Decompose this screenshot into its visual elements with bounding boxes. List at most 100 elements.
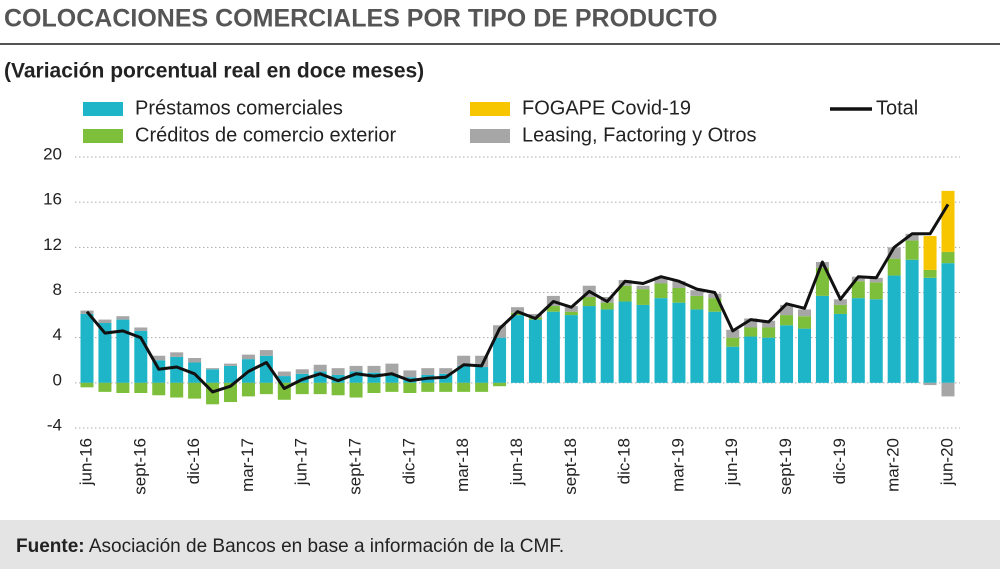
bar-segment — [851, 298, 865, 383]
bar-segment — [887, 258, 901, 276]
bar-segment — [690, 295, 704, 310]
bar-segment — [493, 382, 507, 387]
bar-segment — [564, 306, 578, 312]
source-text: Asociación de Bancos en base a informaci… — [89, 536, 564, 557]
y-tick-label: 12 — [43, 235, 62, 254]
bar-segment — [726, 337, 740, 347]
bar-segment — [313, 382, 327, 395]
bar-segment — [331, 374, 345, 383]
bar-segment — [439, 368, 453, 374]
bar-segment — [277, 376, 291, 383]
bar-segment — [887, 247, 901, 259]
bar-segment — [654, 276, 668, 284]
bar-segment — [654, 283, 668, 299]
legend-label: Préstamos comerciales — [135, 97, 343, 119]
bar-segment — [941, 263, 955, 383]
bar-segment — [869, 277, 883, 283]
bar-segment — [385, 363, 399, 374]
bar-segment — [206, 369, 220, 383]
chart-subtitle: (Variación porcentual real en doce meses… — [4, 60, 424, 83]
bar-segment — [152, 355, 166, 361]
bar-segment — [923, 236, 937, 270]
bar-segment — [511, 307, 524, 313]
bar-segment — [690, 290, 704, 296]
source: Fuente: Asociación de Bancos en base a i… — [16, 536, 564, 557]
x-tick-label: jun-17 — [292, 438, 311, 486]
bar-segment — [618, 285, 632, 302]
bar-segment — [923, 277, 937, 383]
bar-segment — [98, 322, 112, 383]
bar-segment — [815, 267, 829, 296]
bar-segment — [457, 355, 471, 366]
bar-segment — [116, 382, 130, 393]
bar-segment — [170, 356, 184, 383]
bar-segment — [116, 316, 130, 320]
bar-segment — [385, 382, 399, 392]
bar-segment — [98, 382, 112, 392]
bar-segment — [798, 328, 811, 383]
x-tick-label: mar-17 — [238, 438, 257, 492]
bar-segment — [116, 319, 130, 383]
bar-segment — [475, 382, 489, 392]
bar-segment — [170, 382, 184, 398]
bar-segment — [224, 363, 237, 366]
bar-segment — [188, 357, 202, 363]
bar-segment — [672, 287, 686, 303]
bar-segment — [780, 325, 794, 383]
bar-segment — [762, 320, 776, 328]
legend-swatch — [470, 102, 510, 116]
bar-segment — [367, 365, 381, 373]
bar-segment — [152, 382, 166, 396]
bar-segment — [349, 371, 363, 383]
bar-segment — [582, 297, 596, 307]
x-tick-label: dic-16 — [184, 438, 203, 484]
bar-segment — [475, 367, 489, 383]
bar-segment — [457, 382, 471, 392]
legend-label: Total — [876, 97, 918, 119]
x-tick-label: dic-18 — [615, 438, 634, 484]
bar-segment — [833, 304, 847, 314]
legend-swatch — [470, 129, 510, 143]
bar-segment — [511, 312, 524, 316]
bar-segment — [367, 382, 381, 393]
x-tick-label: jun-20 — [937, 438, 956, 486]
legend-swatch — [83, 102, 123, 116]
bar-segment — [546, 311, 560, 383]
bar-segment — [941, 190, 955, 252]
x-tick-label: sept-17 — [346, 438, 365, 495]
bar-segment — [511, 315, 524, 383]
y-tick-label: 8 — [53, 280, 62, 299]
bar-segment — [439, 382, 453, 392]
bar-segment — [923, 269, 937, 278]
bar-segment — [457, 365, 471, 383]
bar-segment — [941, 382, 955, 397]
bar-segment — [241, 382, 255, 397]
bar-segment — [672, 302, 686, 383]
chart-title: COLOCACIONES COMERCIALES POR TIPO DE PRO… — [4, 5, 717, 33]
x-tick-label: dic-19 — [830, 438, 849, 484]
bar-segment — [726, 329, 740, 338]
bar-segment — [762, 337, 776, 383]
bar-segment — [582, 306, 596, 383]
bar-segment — [134, 327, 148, 331]
x-tick-label: sept-18 — [561, 438, 580, 495]
footer-band — [0, 520, 1000, 569]
x-tick-label: jun-16 — [76, 438, 95, 486]
bar-segment — [798, 309, 811, 317]
total-line — [85, 203, 950, 394]
bar-segment — [869, 282, 883, 300]
bar-segment — [941, 251, 955, 264]
bar-segment — [833, 313, 847, 383]
bar-segment — [546, 306, 560, 312]
bar-segment — [600, 309, 614, 383]
bar-segment — [475, 355, 489, 368]
bar-segment — [905, 259, 919, 383]
bar-segment — [528, 313, 542, 318]
bar-segment — [403, 370, 417, 378]
bar-segment — [331, 368, 345, 375]
bar-segment — [403, 382, 417, 393]
bar-segment — [349, 365, 363, 372]
bar-segment — [815, 295, 829, 383]
bar-segment — [277, 371, 291, 377]
